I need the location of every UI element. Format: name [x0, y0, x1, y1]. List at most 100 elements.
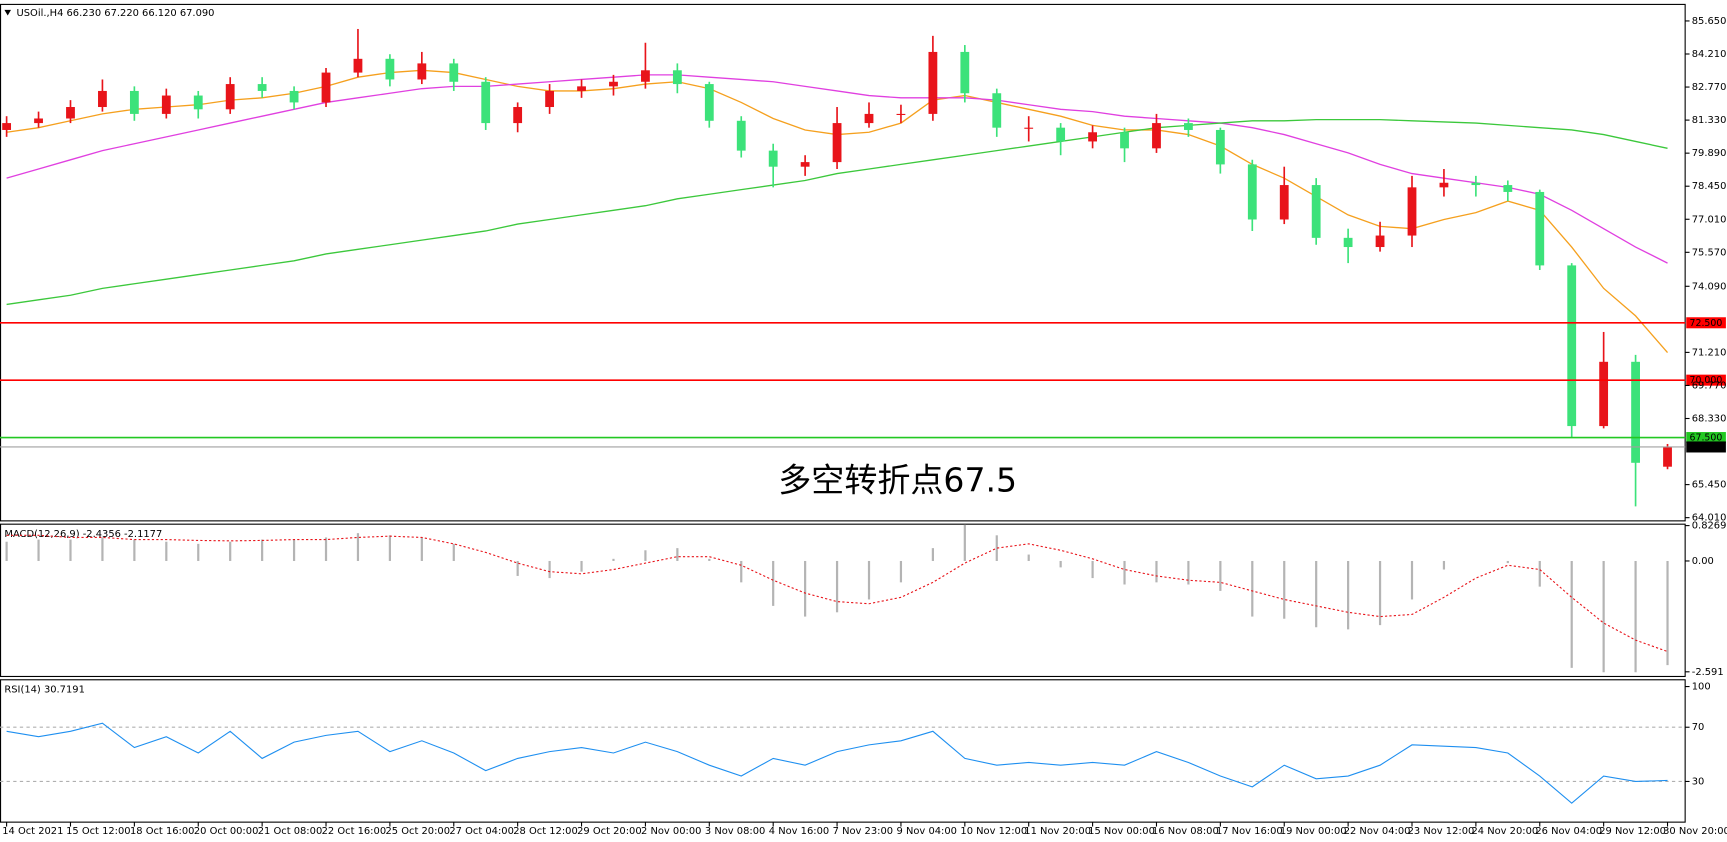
moving-average — [6, 74, 1668, 264]
candle-body — [992, 93, 1002, 128]
candle-body — [672, 70, 682, 85]
candle-body — [129, 90, 139, 114]
candle-body — [577, 86, 586, 91]
candle-body — [864, 113, 874, 124]
candle-body — [66, 107, 75, 119]
candle-body — [449, 63, 459, 82]
candle-body — [385, 58, 395, 80]
y-tick-label: 70 — [1692, 722, 1705, 733]
candle-body — [1152, 123, 1161, 149]
x-tick-label: 16 Nov 08:00 — [1152, 826, 1219, 837]
moving-average — [6, 118, 1668, 306]
x-tick-label: 9 Nov 04:00 — [897, 826, 957, 837]
candle-body — [513, 107, 523, 124]
candle-body — [1247, 164, 1257, 220]
y-tick-label: -2.591 — [1692, 667, 1724, 678]
x-tick-label: 30 Nov 20:00 — [1663, 826, 1727, 837]
candle-body — [1056, 127, 1066, 142]
panel-frame — [0, 523, 1686, 678]
level-label: 72.500 — [1690, 318, 1723, 329]
candle-body — [34, 118, 43, 124]
y-tick-label: 74.090 — [1692, 281, 1727, 292]
candle-body — [417, 63, 427, 80]
signal-line — [6, 534, 1668, 653]
x-tick-label: 23 Nov 12:00 — [1408, 826, 1475, 837]
x-tick-label: 19 Nov 00:00 — [1280, 826, 1347, 837]
candle-body — [2, 123, 12, 130]
x-tick-label: 26 Nov 04:00 — [1535, 826, 1602, 837]
candle-body — [1375, 235, 1385, 248]
candle-body — [800, 162, 810, 167]
candle-body — [1567, 265, 1577, 427]
candle-body — [1343, 237, 1353, 248]
x-tick-label: 3 Nov 08:00 — [705, 826, 765, 837]
candle-body — [545, 90, 555, 108]
candle-body — [1407, 187, 1417, 236]
x-tick-label: 14 Oct 2021 — [2, 826, 63, 837]
y-tick-label: 79.890 — [1692, 148, 1727, 159]
x-tick-label: 24 Nov 20:00 — [1471, 826, 1538, 837]
candle-body — [1088, 132, 1097, 142]
candle-body — [768, 150, 778, 167]
candle-body — [1599, 361, 1609, 427]
x-tick-label: 28 Oct 12:00 — [513, 826, 578, 837]
candle-body — [928, 51, 938, 114]
candle-body — [321, 72, 331, 103]
candle-body — [1120, 132, 1129, 149]
candle-body — [1663, 446, 1672, 467]
y-tick-label: 84.210 — [1692, 49, 1727, 60]
x-tick-label: 22 Nov 04:00 — [1344, 826, 1411, 837]
y-tick-label: 77.010 — [1692, 214, 1727, 225]
x-tick-label: 4 Nov 16:00 — [769, 826, 829, 837]
y-tick-label: 75.570 — [1692, 247, 1727, 258]
level-label-box — [1686, 317, 1726, 329]
level-label-box — [1686, 374, 1726, 386]
x-tick-label: 2 Nov 00:00 — [641, 826, 701, 837]
y-tick-label: 81.330 — [1692, 115, 1727, 126]
y-tick-label: 85.650 — [1692, 16, 1727, 27]
x-tick-label: 27 Oct 04:00 — [449, 826, 514, 837]
x-tick-label: 11 Nov 20:00 — [1024, 826, 1091, 837]
y-tick-label: 0.8269 — [1692, 521, 1727, 532]
x-tick-label: 7 Nov 23:00 — [833, 826, 893, 837]
y-tick-label: 0.00 — [1692, 556, 1714, 567]
candle-body — [896, 113, 906, 116]
candle-body — [1279, 185, 1289, 220]
x-tick-label: 20 Oct 00:00 — [194, 826, 259, 837]
candle-body — [161, 95, 171, 114]
candle-body — [704, 84, 714, 121]
candle-body — [193, 95, 203, 110]
y-tick-label: 65.450 — [1692, 480, 1727, 491]
x-tick-label: 22 Oct 16:00 — [322, 826, 387, 837]
level-label: 67.500 — [1690, 433, 1723, 444]
y-tick-label: 71.210 — [1692, 347, 1727, 358]
candle-body — [609, 81, 618, 87]
candle-body — [1024, 127, 1034, 129]
candle-body — [225, 84, 235, 110]
x-tick-label: 15 Nov 00:00 — [1088, 826, 1155, 837]
candle-body — [1535, 191, 1545, 266]
candle-body — [353, 58, 363, 73]
candle-body — [257, 84, 267, 91]
y-tick-label: 30 — [1692, 776, 1705, 787]
y-tick-label: 69.770 — [1692, 380, 1727, 391]
candle-body — [832, 123, 842, 163]
y-tick-label: 78.450 — [1692, 181, 1727, 192]
level-label-box — [1686, 432, 1726, 444]
y-tick-label: 68.330 — [1692, 413, 1727, 424]
x-tick-label: 10 Nov 12:00 — [960, 826, 1027, 837]
price-title: USOil.,H4 66.230 67.220 66.120 67.090 — [17, 8, 215, 19]
level-label: 70.000 — [1690, 375, 1723, 386]
y-tick-label: 100 — [1692, 682, 1711, 693]
candle-body — [1471, 182, 1481, 186]
candle-body — [641, 70, 650, 82]
candle-body — [1439, 182, 1449, 188]
candle-body — [1631, 361, 1640, 463]
x-tick-label: 21 Oct 08:00 — [258, 826, 323, 837]
level-label: 67.090 — [1690, 442, 1723, 453]
menu-arrow — [4, 9, 12, 16]
annotation: 多空转折点67.5 — [778, 461, 1017, 500]
